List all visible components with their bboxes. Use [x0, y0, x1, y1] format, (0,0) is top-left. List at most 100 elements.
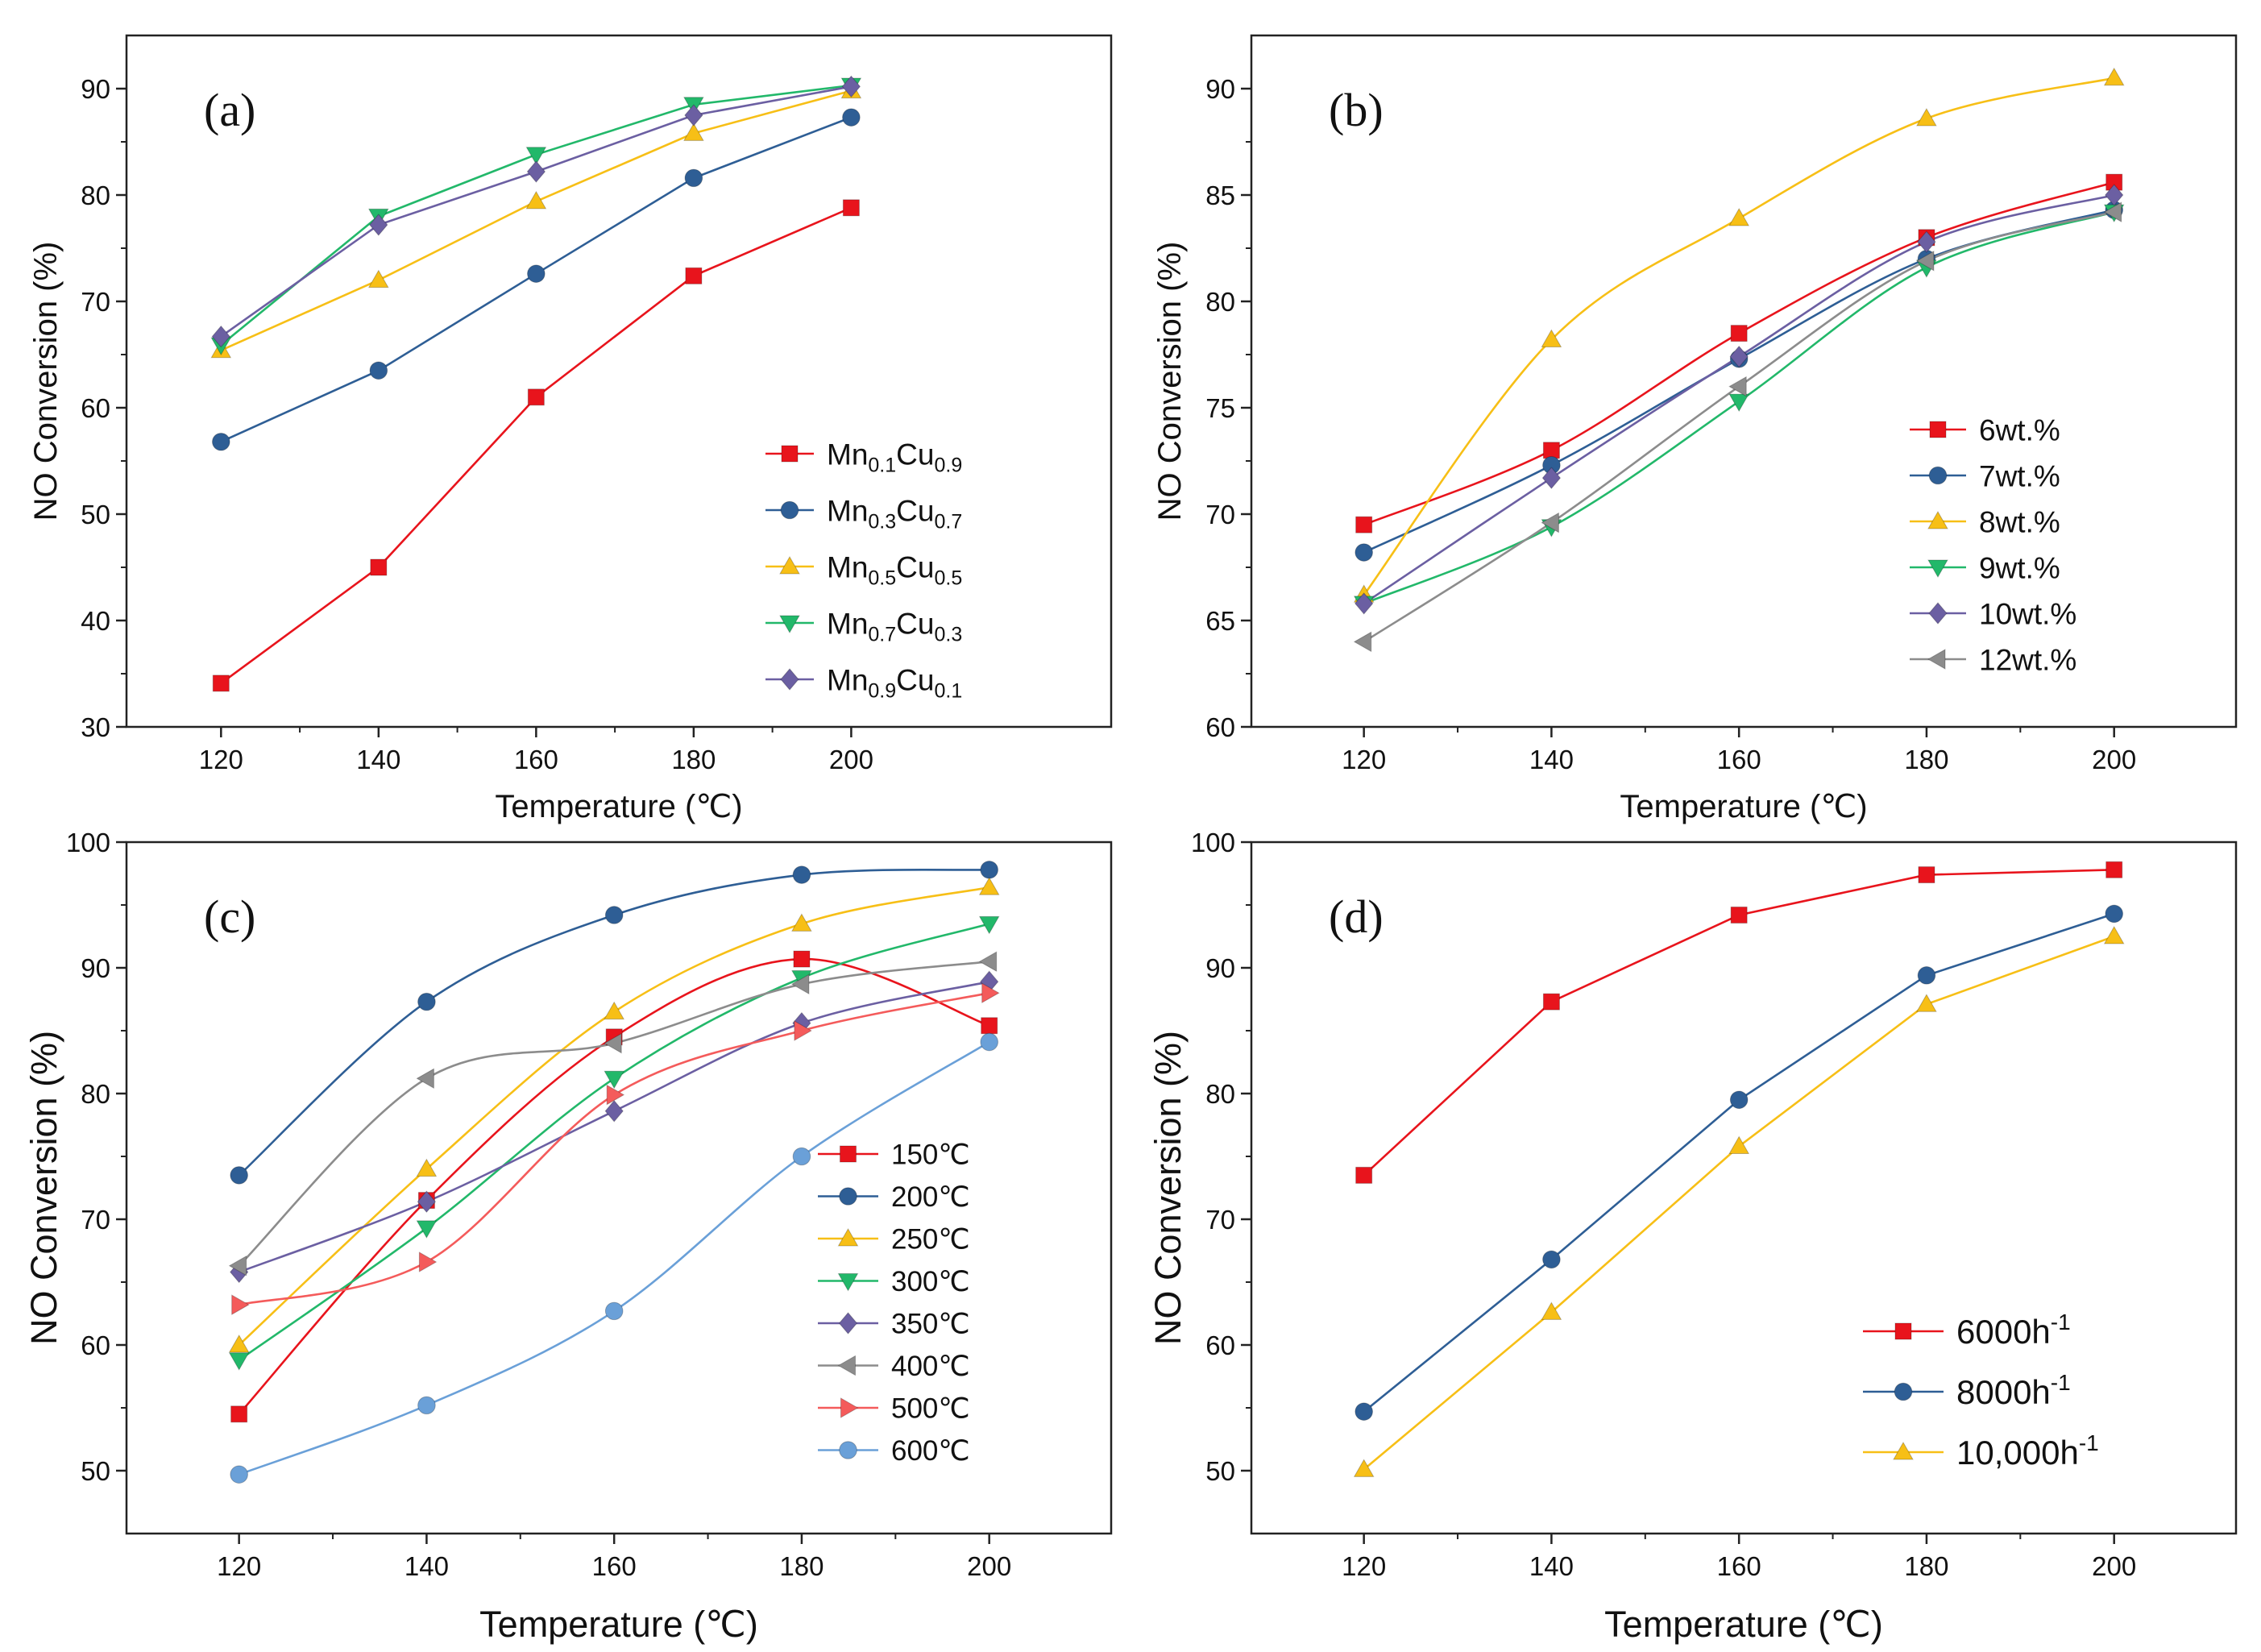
y-tick-label: 80 — [81, 181, 110, 210]
data-point-s8 — [230, 1465, 248, 1484]
legend-label: 12wt.% — [1979, 643, 2076, 676]
y-tick-label: 90 — [81, 953, 110, 983]
data-point-s2 — [1917, 966, 1936, 985]
data-point-s3 — [604, 1001, 625, 1020]
data-point-s2 — [212, 432, 230, 451]
data-point-s2 — [2105, 904, 2124, 924]
data-point-s5 — [417, 1190, 437, 1213]
legend-label: Mn0.3Cu0.7 — [827, 494, 962, 533]
plot-frame — [125, 34, 1113, 728]
x-tick-label: 120 — [217, 1551, 261, 1581]
x-tick-label: 160 — [592, 1551, 637, 1581]
series-line-5 — [220, 85, 852, 338]
x-tick-label: 120 — [199, 745, 243, 774]
data-point-s7 — [606, 1084, 625, 1106]
data-point-s7 — [981, 982, 1000, 1004]
legend-label: 200℃ — [891, 1181, 970, 1213]
data-point-s5 — [369, 214, 388, 236]
data-point-s1 — [842, 199, 860, 217]
data-point-s6 — [416, 1068, 434, 1090]
data-point-s1 — [981, 1017, 998, 1035]
data-point-s1 — [2105, 861, 2123, 878]
plot-frame — [1250, 841, 2238, 1535]
x-tick-label: 180 — [1904, 745, 1948, 774]
data-point-s1 — [527, 388, 545, 406]
y-tick-label: 90 — [1205, 953, 1235, 983]
x-tick-label: 140 — [1529, 745, 1574, 774]
legend-label: Mn0.7Cu0.3 — [827, 607, 962, 645]
data-point-s3 — [2103, 925, 2125, 944]
data-point-s4 — [604, 1070, 625, 1090]
y-tick-label: 30 — [81, 712, 110, 742]
legend-marker — [780, 668, 799, 691]
data-point-s1 — [1355, 516, 1373, 533]
y-tick-label: 40 — [81, 606, 110, 636]
x-tick-label: 180 — [779, 1551, 824, 1581]
y-tick-label: 70 — [81, 1205, 110, 1235]
data-point-s8 — [604, 1301, 624, 1321]
data-point-s8 — [792, 1147, 811, 1166]
data-point-s2 — [1355, 1402, 1373, 1421]
legend-marker — [1927, 559, 1948, 579]
data-point-s5 — [2105, 184, 2124, 206]
legend-marker — [840, 1145, 857, 1163]
data-point-s8 — [417, 1396, 436, 1415]
y-tick-label: 60 — [1205, 712, 1235, 742]
data-point-s1 — [230, 1405, 248, 1423]
legend-label: 6wt.% — [1979, 413, 2060, 446]
data-point-s2 — [604, 906, 624, 924]
chart-panel-3: 120 140 160 180 200 50 60 70 80 90 100 Temperature … — [23, 828, 1113, 1645]
legend-marker — [779, 615, 800, 634]
data-point-s5 — [211, 325, 230, 348]
y-tick-label: 70 — [1205, 500, 1235, 529]
legend-label: Mn0.9Cu0.1 — [827, 663, 962, 702]
y-axis-label: NO Conversion (%) — [1147, 1031, 1189, 1345]
data-point-s7 — [418, 1251, 438, 1272]
y-tick-label: 90 — [81, 74, 110, 104]
data-point-s3 — [367, 269, 389, 288]
legend-marker — [837, 1227, 859, 1247]
y-tick-label: 100 — [66, 828, 110, 857]
x-tick-label: 120 — [1342, 745, 1386, 774]
y-tick-label: 80 — [81, 1079, 110, 1109]
y-tick-label: 60 — [1205, 1330, 1235, 1360]
y-axis-label: NO Conversion (%) — [28, 242, 64, 521]
y-tick-label: 50 — [1205, 1456, 1235, 1486]
x-tick-label: 120 — [1342, 1551, 1386, 1581]
series-line-5 — [239, 980, 989, 1273]
y-tick-label: 50 — [81, 500, 110, 529]
legend: 6000h-1 8000h-1 10,000h-1 — [1863, 1310, 2099, 1471]
data-point-s6 — [2103, 201, 2122, 222]
legend-label: 8wt.% — [1979, 505, 2060, 538]
y-tick-label: 70 — [1205, 1205, 1235, 1235]
legend-label: 10,000h-1 — [1956, 1430, 2099, 1471]
chart-panel-4: 120 140 160 180 200 50 60 70 80 90 100 Temperature … — [1147, 828, 2238, 1645]
chart-panel-2: 120 140 160 180 200 60 65 70 75 80 85 90 Temperature… — [1152, 34, 2238, 824]
y-tick-label: 60 — [81, 1330, 110, 1360]
data-point-s1 — [685, 267, 703, 284]
data-point-s3 — [1728, 1135, 1750, 1154]
y-tick-label: 70 — [81, 287, 110, 317]
data-point-s5 — [1541, 467, 1562, 489]
data-point-s2 — [792, 865, 811, 884]
data-point-s5 — [526, 160, 546, 183]
data-point-s6 — [790, 973, 810, 995]
legend-label: 6000h-1 — [1956, 1310, 2071, 1351]
x-tick-label: 160 — [514, 745, 558, 774]
data-point-s1 — [1730, 906, 1748, 924]
y-tick-label: 60 — [81, 393, 110, 423]
panel-tag: (c) — [204, 890, 255, 943]
data-point-s6 — [1541, 512, 1559, 533]
legend-marker — [837, 1355, 856, 1376]
legend: 6wt.% 7wt.% 8wt.% 9wt.% 10wt.% 12wt.% — [1910, 413, 2076, 676]
data-point-s5 — [1355, 592, 1374, 615]
y-tick-label: 80 — [1205, 1079, 1235, 1109]
data-point-s4 — [1728, 393, 1750, 413]
plot-frame — [1250, 34, 2238, 728]
data-point-s4 — [228, 1352, 250, 1371]
data-point-s5 — [604, 1100, 624, 1123]
legend-label: 9wt.% — [1979, 551, 2060, 584]
panel-tag: (a) — [204, 84, 255, 136]
data-point-s3 — [978, 877, 1000, 895]
data-point-s4 — [978, 915, 1000, 935]
